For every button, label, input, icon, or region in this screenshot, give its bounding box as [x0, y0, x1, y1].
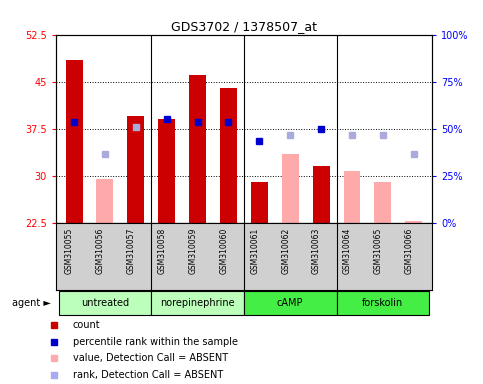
- FancyBboxPatch shape: [151, 291, 244, 316]
- Text: GSM310062: GSM310062: [281, 228, 290, 274]
- Bar: [158, 119, 175, 223]
- Text: count: count: [73, 320, 100, 330]
- Bar: [282, 154, 298, 223]
- Text: GSM310059: GSM310059: [188, 228, 198, 275]
- Text: GSM310055: GSM310055: [65, 228, 74, 275]
- Bar: [97, 179, 114, 223]
- Bar: [405, 221, 422, 223]
- Bar: [66, 60, 83, 223]
- Bar: [220, 88, 237, 223]
- Bar: [374, 182, 391, 223]
- Text: percentile rank within the sample: percentile rank within the sample: [73, 337, 238, 347]
- Text: GSM310065: GSM310065: [374, 228, 383, 275]
- Text: rank, Detection Call = ABSENT: rank, Detection Call = ABSENT: [73, 370, 223, 380]
- Text: value, Detection Call = ABSENT: value, Detection Call = ABSENT: [73, 353, 228, 364]
- FancyBboxPatch shape: [244, 291, 337, 316]
- Bar: [343, 170, 360, 223]
- Text: GSM310058: GSM310058: [158, 228, 167, 274]
- Text: GSM310063: GSM310063: [312, 228, 321, 275]
- Text: GSM310064: GSM310064: [343, 228, 352, 275]
- Text: forskolin: forskolin: [362, 298, 403, 308]
- FancyBboxPatch shape: [58, 291, 151, 316]
- Text: GSM310061: GSM310061: [250, 228, 259, 274]
- Text: norepinephrine: norepinephrine: [160, 298, 235, 308]
- Text: GSM310057: GSM310057: [127, 228, 136, 275]
- Text: untreated: untreated: [81, 298, 129, 308]
- Bar: [313, 166, 329, 223]
- Text: GSM310060: GSM310060: [219, 228, 228, 275]
- Bar: [128, 116, 144, 223]
- Text: agent ►: agent ►: [12, 298, 51, 308]
- FancyBboxPatch shape: [337, 291, 429, 316]
- Text: GSM310066: GSM310066: [405, 228, 414, 275]
- Bar: [251, 182, 268, 223]
- Title: GDS3702 / 1378507_at: GDS3702 / 1378507_at: [171, 20, 317, 33]
- Text: cAMP: cAMP: [277, 298, 303, 308]
- Bar: [189, 75, 206, 223]
- Text: GSM310056: GSM310056: [96, 228, 105, 275]
